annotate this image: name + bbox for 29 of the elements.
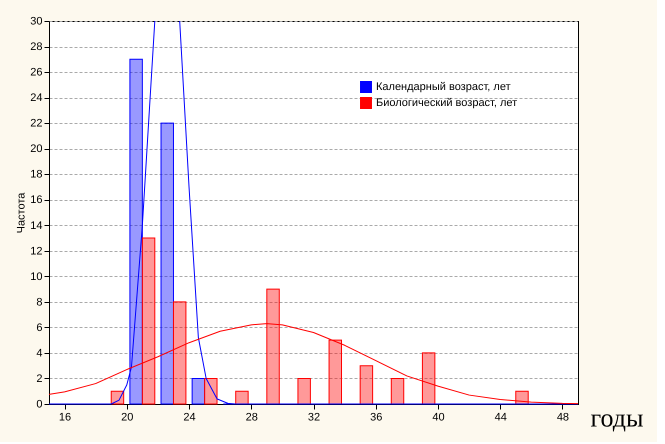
y-tick-label: 22 [30,118,42,130]
y-tick-label: 24 [30,92,42,104]
y-tick-label: 4 [36,347,42,360]
y-tick-label: 12 [30,245,42,258]
y-tick-label: 0 [36,398,42,410]
y-tick-label: 20 [30,143,42,156]
y-tick-label: 14 [30,220,42,232]
legend-label: Календарный возраст, лет [376,81,511,93]
y-tick-label: 26 [30,66,42,79]
x-tick-label: 44 [494,412,507,424]
y-tick-label: 10 [30,270,42,283]
x-tick-label: 20 [121,412,134,424]
y-axis-title: Частота [15,192,28,234]
x-tick-label: 28 [246,412,258,424]
y-tick-label: 18 [30,168,42,181]
x-tick-label: 24 [183,412,196,424]
y-tick-label: 28 [30,41,42,54]
x-tick-label: 32 [308,412,320,424]
y-tick-label: 30 [30,16,42,28]
x-axis-title: годы [590,404,644,432]
legend-label: Биологический возраст, лет [376,97,518,109]
y-tick-label: 16 [30,194,42,206]
x-tick-label: 16 [58,412,72,424]
x-tick-label: 48 [556,412,570,424]
x-tick-label: 36 [370,412,382,424]
y-tick-label: 2 [36,372,42,385]
x-tick-label: 40 [432,412,445,424]
y-tick-label: 6 [36,322,42,334]
y-tick-label: 8 [36,296,42,308]
